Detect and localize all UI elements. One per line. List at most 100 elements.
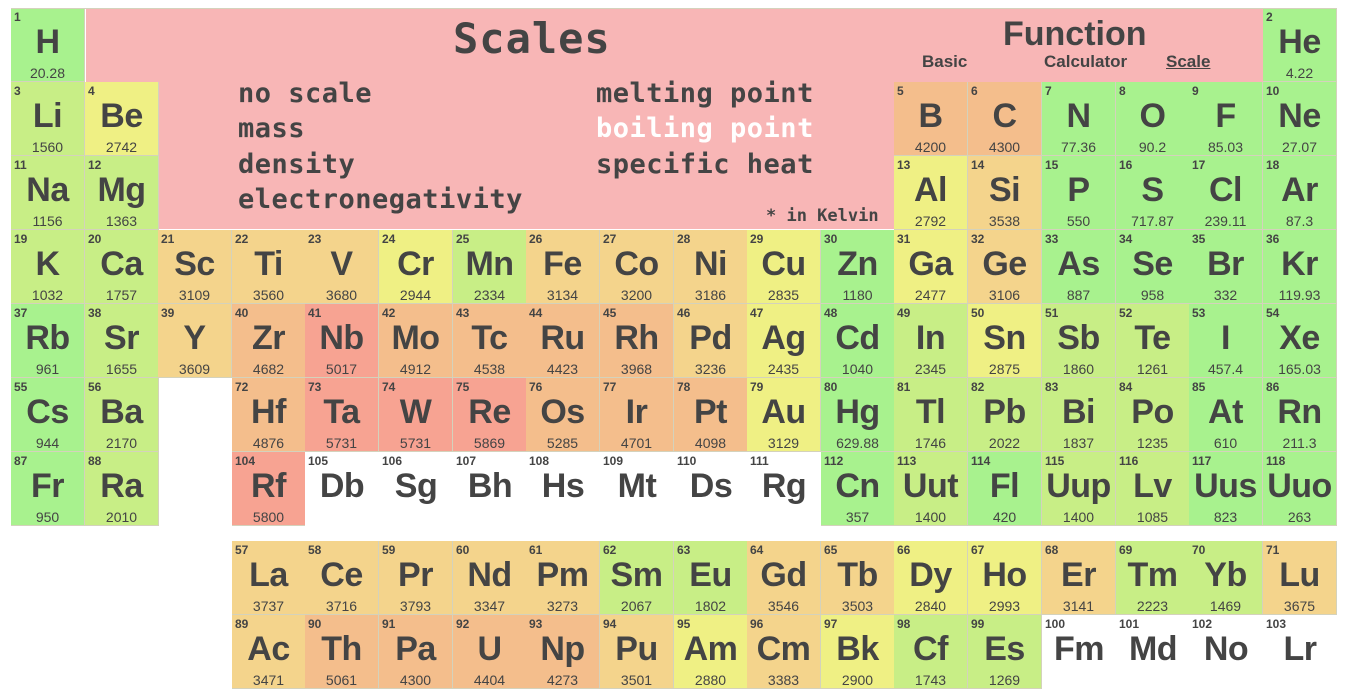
element-si[interactable]: 14 Si 3538 (968, 156, 1042, 230)
option-specific-heat[interactable]: specific heat (596, 149, 814, 180)
element-eu[interactable]: 63 Eu 1802 (674, 541, 748, 615)
element-uuo[interactable]: 118 Uuo 263 (1263, 452, 1337, 526)
option-boiling-point[interactable]: boiling point (596, 113, 814, 144)
element-tm[interactable]: 69 Tm 2223 (1116, 541, 1190, 615)
element-zr[interactable]: 40 Zr 4682 (232, 304, 306, 378)
element-zn[interactable]: 30 Zn 1180 (821, 230, 895, 304)
element-cr[interactable]: 24 Cr 2944 (379, 230, 453, 304)
element-pm[interactable]: 61 Pm 3273 (526, 541, 600, 615)
element-ne[interactable]: 10 Ne 27.07 (1263, 82, 1337, 156)
element-pd[interactable]: 46 Pd 3236 (674, 304, 748, 378)
element-ca[interactable]: 20 Ca 1757 (85, 230, 159, 304)
element-ga[interactable]: 31 Ga 2477 (894, 230, 968, 304)
element-am[interactable]: 95 Am 2880 (674, 615, 748, 689)
element-re[interactable]: 75 Re 5869 (453, 378, 527, 452)
element-se[interactable]: 34 Se 958 (1116, 230, 1190, 304)
element-tb[interactable]: 65 Tb 3503 (821, 541, 895, 615)
option-no-scale[interactable]: no scale (238, 78, 373, 109)
element-te[interactable]: 52 Te 1261 (1116, 304, 1190, 378)
element-ba[interactable]: 56 Ba 2170 (85, 378, 159, 452)
element-p[interactable]: 15 P 550 (1042, 156, 1116, 230)
element-f[interactable]: 9 F 85.03 (1189, 82, 1263, 156)
element-tc[interactable]: 43 Tc 4538 (453, 304, 527, 378)
element-dy[interactable]: 66 Dy 2840 (894, 541, 968, 615)
element-ge[interactable]: 32 Ge 3106 (968, 230, 1042, 304)
element-sb[interactable]: 51 Sb 1860 (1042, 304, 1116, 378)
option-melting-point[interactable]: melting point (596, 78, 814, 109)
element-cu[interactable]: 29 Cu 2835 (747, 230, 821, 304)
element-li[interactable]: 3 Li 1560 (11, 82, 85, 156)
element-kr[interactable]: 36 Kr 119.93 (1263, 230, 1337, 304)
element-la[interactable]: 57 La 3737 (232, 541, 306, 615)
element-yb[interactable]: 70 Yb 1469 (1189, 541, 1263, 615)
element-y[interactable]: 39 Y 3609 (158, 304, 232, 378)
element-os[interactable]: 76 Os 5285 (526, 378, 600, 452)
element-uup[interactable]: 115 Uup 1400 (1042, 452, 1116, 526)
element-rf[interactable]: 104 Rf 5800 (232, 452, 306, 526)
element-mn[interactable]: 25 Mn 2334 (453, 230, 527, 304)
option-electronegativity[interactable]: electronegativity (238, 184, 523, 215)
element-th[interactable]: 90 Th 5061 (305, 615, 379, 689)
element-w[interactable]: 74 W 5731 (379, 378, 453, 452)
element-u[interactable]: 92 U 4404 (453, 615, 527, 689)
element-rn[interactable]: 86 Rn 211.3 (1263, 378, 1337, 452)
element-uut[interactable]: 113 Uut 1400 (894, 452, 968, 526)
tab-calculator[interactable]: Calculator (1044, 52, 1128, 71)
element-he[interactable]: 2 He 4.22 (1263, 8, 1337, 82)
element-fe[interactable]: 26 Fe 3134 (526, 230, 600, 304)
element-c[interactable]: 6 C 4300 (968, 82, 1042, 156)
element-gd[interactable]: 64 Gd 3546 (747, 541, 821, 615)
element-br[interactable]: 35 Br 332 (1189, 230, 1263, 304)
element-db[interactable]: 105 Db (305, 452, 379, 526)
element-k[interactable]: 19 K 1032 (11, 230, 85, 304)
element-hf[interactable]: 72 Hf 4876 (232, 378, 306, 452)
element-fr[interactable]: 87 Fr 950 (11, 452, 85, 526)
element-h[interactable]: 1 H 20.28 (11, 8, 85, 82)
element-bk[interactable]: 97 Bk 2900 (821, 615, 895, 689)
element-rh[interactable]: 45 Rh 3968 (600, 304, 674, 378)
element-cd[interactable]: 48 Cd 1040 (821, 304, 895, 378)
element-n[interactable]: 7 N 77.36 (1042, 82, 1116, 156)
element-pu[interactable]: 94 Pu 3501 (600, 615, 674, 689)
element-sg[interactable]: 106 Sg (379, 452, 453, 526)
element-ag[interactable]: 47 Ag 2435 (747, 304, 821, 378)
element-ac[interactable]: 89 Ac 3471 (232, 615, 306, 689)
element-sm[interactable]: 62 Sm 2067 (600, 541, 674, 615)
element-rg[interactable]: 111 Rg (747, 452, 821, 526)
element-ra[interactable]: 88 Ra 2010 (85, 452, 159, 526)
element-fl[interactable]: 114 Fl 420 (968, 452, 1042, 526)
element-cl[interactable]: 17 Cl 239.11 (1189, 156, 1263, 230)
element-ir[interactable]: 77 Ir 4701 (600, 378, 674, 452)
element-cn[interactable]: 112 Cn 357 (821, 452, 895, 526)
option-mass[interactable]: mass (238, 113, 306, 144)
element-ds[interactable]: 110 Ds (674, 452, 748, 526)
element-xe[interactable]: 54 Xe 165.03 (1263, 304, 1337, 378)
element-na[interactable]: 11 Na 1156 (11, 156, 85, 230)
element-hs[interactable]: 108 Hs (526, 452, 600, 526)
element-cf[interactable]: 98 Cf 1743 (894, 615, 968, 689)
element-ar[interactable]: 18 Ar 87.3 (1263, 156, 1337, 230)
element-nd[interactable]: 60 Nd 3347 (453, 541, 527, 615)
option-density[interactable]: density (238, 149, 356, 180)
element-o[interactable]: 8 O 90.2 (1116, 82, 1190, 156)
element-nb[interactable]: 41 Nb 5017 (305, 304, 379, 378)
element-mo[interactable]: 42 Mo 4912 (379, 304, 453, 378)
element-ru[interactable]: 44 Ru 4423 (526, 304, 600, 378)
element-bh[interactable]: 107 Bh (453, 452, 527, 526)
element-lu[interactable]: 71 Lu 3675 (1263, 541, 1337, 615)
element-in[interactable]: 49 In 2345 (894, 304, 968, 378)
element-be[interactable]: 4 Be 2742 (85, 82, 159, 156)
element-as[interactable]: 33 As 887 (1042, 230, 1116, 304)
element-rb[interactable]: 37 Rb 961 (11, 304, 85, 378)
element-mt[interactable]: 109 Mt (600, 452, 674, 526)
element-no[interactable]: 102 No (1189, 615, 1263, 689)
element-bi[interactable]: 83 Bi 1837 (1042, 378, 1116, 452)
element-sn[interactable]: 50 Sn 2875 (968, 304, 1042, 378)
element-au[interactable]: 79 Au 3129 (747, 378, 821, 452)
element-lr[interactable]: 103 Lr (1263, 615, 1337, 689)
element-np[interactable]: 93 Np 4273 (526, 615, 600, 689)
element-s[interactable]: 16 S 717.87 (1116, 156, 1190, 230)
tab-basic[interactable]: Basic (922, 52, 968, 71)
element-hg[interactable]: 80 Hg 629.88 (821, 378, 895, 452)
element-ho[interactable]: 67 Ho 2993 (968, 541, 1042, 615)
